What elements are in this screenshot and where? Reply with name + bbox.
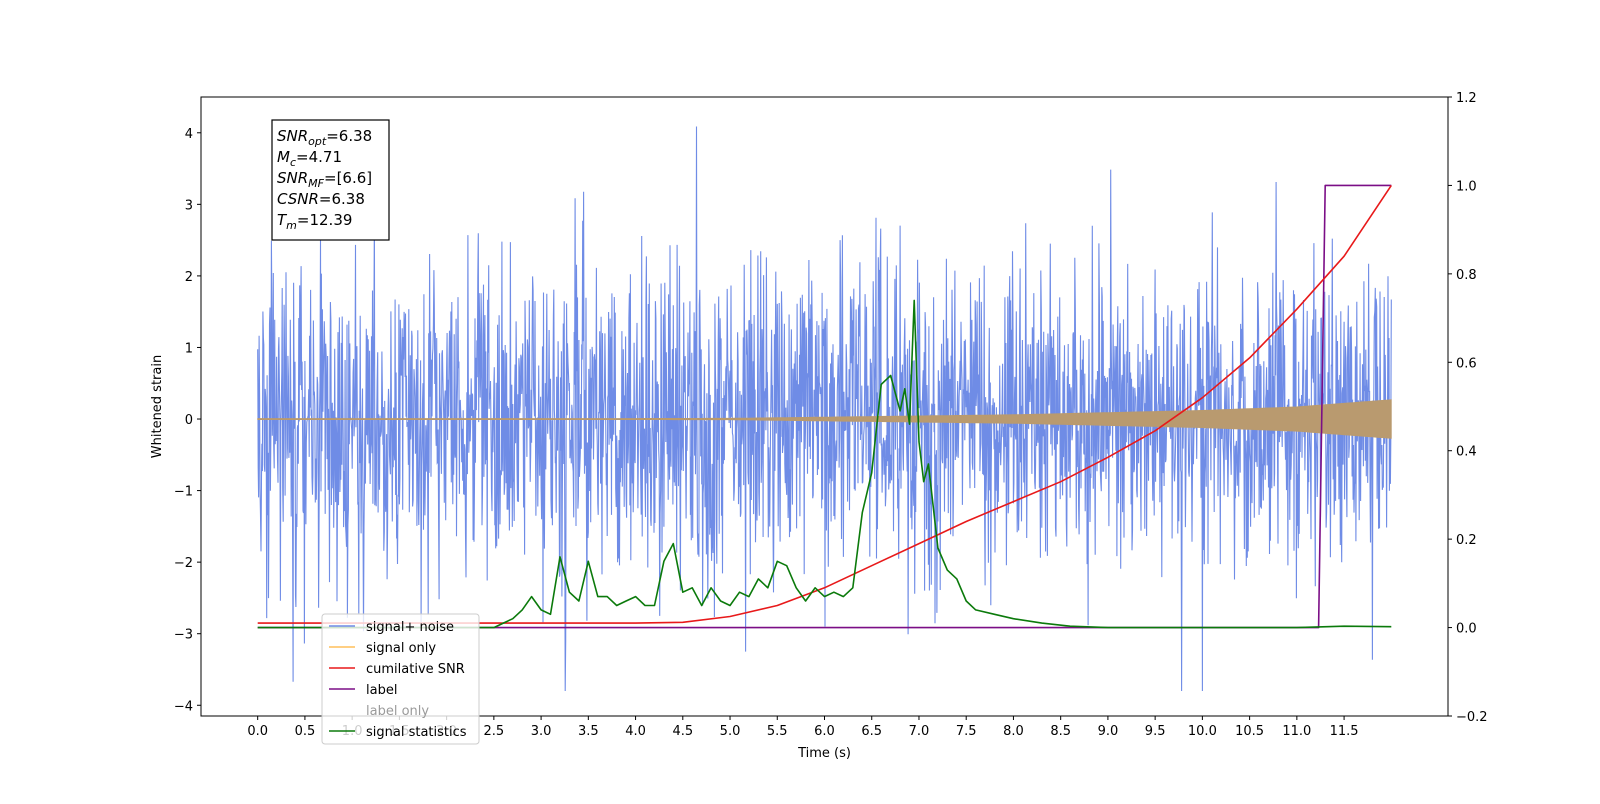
y2-tick-label: −0.2 [1456,710,1488,725]
y2-tick-label: 0.2 [1456,533,1477,548]
series-signal-statistics [257,299,1392,629]
y2-tick-label: 1.2 [1456,91,1477,106]
y2-tick-label: 1.0 [1456,179,1477,194]
x-tick-label: 0.0 [247,724,268,739]
x-tick-label: 8.0 [1003,724,1024,739]
y-tick-label: −4 [174,699,193,714]
x-tick-label: 5.5 [767,724,788,739]
y-tick-label: 4 [185,127,193,142]
series-label [257,184,1392,629]
y2-tick-label: 0.6 [1456,356,1477,371]
y2-tick-label: 0.4 [1456,445,1477,460]
info-line: SNRMF=[6.6] [277,169,372,190]
y-tick-label: −2 [174,556,193,571]
y-tick-label: 1 [185,341,193,356]
y2-tick-label: 0.0 [1456,622,1477,637]
legend-frame [321,613,480,745]
info-line: CSNR=6.38 [277,190,365,208]
x-tick-label: 3.0 [531,724,552,739]
x-tick-label: 2.5 [484,724,505,739]
x-tick-label: 3.5 [578,724,599,739]
x-tick-label: 11.0 [1282,724,1311,739]
x-tick-label: 5.0 [720,724,741,739]
info-line: Tm=12.39 [277,211,352,232]
x-tick-label: 9.0 [1098,724,1119,739]
y-tick-label: −3 [174,628,193,643]
y-axis-label: Whitened strain [150,355,165,458]
legend: signal+ noise signal only cumilative SNR la… [321,613,480,745]
y-tick-label: 3 [185,198,193,213]
series-layer [257,126,1392,692]
series-signal-noise [257,126,1392,692]
x-tick-label: 8.5 [1050,724,1071,739]
y2-tick-label: 0.8 [1456,268,1477,283]
series-signal-only [257,399,1392,439]
x-tick-label: 6.0 [814,724,835,739]
legend-label: cumilative SNR [366,662,465,677]
y-tick-label: −1 [174,485,193,500]
legend-label: signal statistics [366,725,467,740]
info-box-frame [271,119,390,241]
x-tick-label: 7.0 [909,724,930,739]
x-tick-label: 9.5 [1145,724,1166,739]
legend-label: signal+ noise [366,620,454,635]
x-tick-label: 11.5 [1330,724,1359,739]
x-tick-label: 7.5 [956,724,977,739]
x-tick-label: 4.0 [625,724,646,739]
legend-label: label only [366,704,429,719]
x-tick-label: 6.5 [861,724,882,739]
x-tick-label: 4.5 [672,724,693,739]
x-axis-label: Time (s) [797,746,851,761]
series-cumulative-snr [257,184,1392,624]
y-tick-label: 0 [185,413,193,428]
legend-label: label [366,683,397,698]
x-tick-label: 10.0 [1188,724,1217,739]
info-line: Mc=4.71 [277,148,342,169]
legend-label: signal only [366,641,436,656]
info-line: SNRopt=6.38 [277,127,372,148]
x-tick-label: 10.5 [1235,724,1264,739]
x-tick-label: 0.5 [295,724,316,739]
y-tick-label: 2 [185,270,193,285]
